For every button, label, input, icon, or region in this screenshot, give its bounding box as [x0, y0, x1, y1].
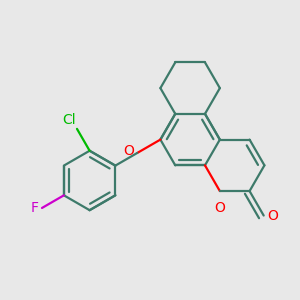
Text: O: O	[214, 201, 225, 214]
Text: O: O	[123, 145, 134, 158]
Text: Cl: Cl	[62, 113, 76, 128]
Text: F: F	[31, 201, 39, 215]
Text: O: O	[267, 208, 278, 223]
